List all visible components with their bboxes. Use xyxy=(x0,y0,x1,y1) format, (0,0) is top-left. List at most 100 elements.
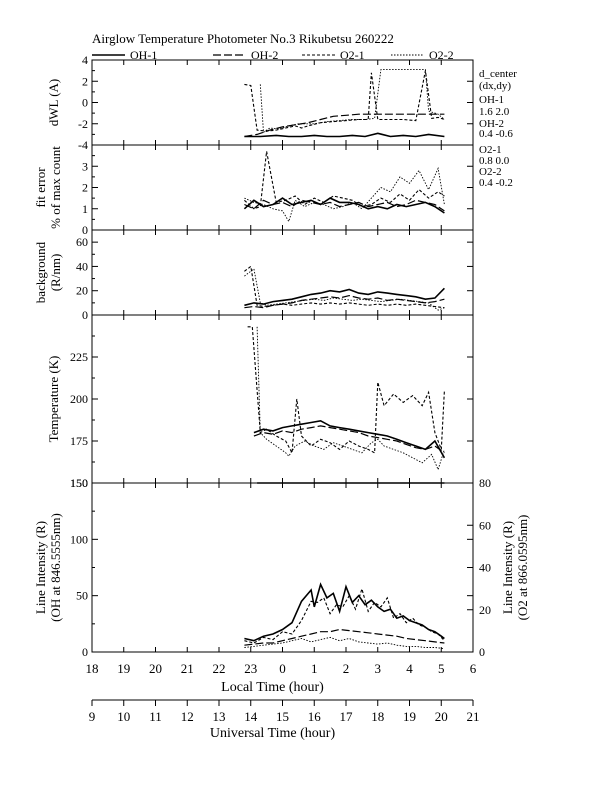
ytick-label-dwl: 4 xyxy=(82,53,88,67)
d-center-line: (dx,dy) xyxy=(479,80,511,92)
ytick-label-int: 100 xyxy=(70,532,88,546)
ytick-right-label-int: 80 xyxy=(479,476,491,490)
series-temp-oh-2 xyxy=(253,425,445,454)
legend-label-oh-2: OH-2 xyxy=(251,48,278,62)
panels: -4 -2 0 2 4 dWL (A) 0 1 2 3 fit error% of max coun… xyxy=(33,53,530,659)
d-center-line: O2-2 xyxy=(479,166,502,178)
d-center-line: OH-1 xyxy=(479,94,504,106)
ut-tick-label: 18 xyxy=(371,709,384,724)
ytick-label-fit: 1 xyxy=(82,202,88,216)
ylabel-fit: % of max count xyxy=(48,146,63,229)
ytick-label-fit: 3 xyxy=(82,159,88,173)
ytick-label-bg: 0 xyxy=(82,308,88,322)
lt-tick-label: 19 xyxy=(117,661,130,676)
series-fit-oh-2 xyxy=(244,199,445,212)
series-dwl-o2-1 xyxy=(244,70,445,132)
ut-tick-label: 9 xyxy=(89,709,96,724)
ylabel-bg: background xyxy=(33,241,48,303)
series-temp-o2-1 xyxy=(247,326,445,455)
panel-frame-dwl xyxy=(91,59,474,146)
ut-tick-label: 14 xyxy=(244,709,258,724)
d-center-line: 0.4 -0.6 xyxy=(479,128,513,140)
panel-frame-int xyxy=(91,482,474,653)
ut-tick-label: 13 xyxy=(213,709,226,724)
ytick-right-label-int: 20 xyxy=(479,603,491,617)
ut-axis-title: Universal Time (hour) xyxy=(210,726,336,741)
ylabel-int: Line Intensity (R) xyxy=(33,521,48,614)
panel-frame-bg xyxy=(91,229,474,316)
series-int-oh-2 xyxy=(244,628,445,646)
lt-axis-title: Local Time (hour) xyxy=(221,680,324,695)
d-center-line: O2-1 xyxy=(479,144,502,156)
ut-tick-label: 11 xyxy=(149,709,162,724)
panel-bg: 0 20 40 60 background (R/nm) xyxy=(33,229,474,322)
panel-fit: 0 1 2 3 fit error% of max count xyxy=(33,144,474,237)
series-dwl-oh-2 xyxy=(244,113,445,138)
ylabel-temp: Temperature (K) xyxy=(46,356,61,443)
series-int-o2-2 xyxy=(244,636,445,650)
ytick-label-dwl: 0 xyxy=(82,96,88,110)
ytick-right-label-int: 60 xyxy=(479,518,491,532)
ut-tick-label: 16 xyxy=(308,709,322,724)
ytick-label-int: 50 xyxy=(76,589,88,603)
lt-tick-label: 2 xyxy=(343,661,350,676)
ytick-label-fit: 2 xyxy=(82,181,88,195)
ylabel-dwl: dWL (A) xyxy=(46,79,61,127)
d-center-note: d_center(dx,dy) OH-11.6 2.0OH-20.4 -0.6 O2… xyxy=(479,68,517,189)
series-bg-oh-1 xyxy=(244,287,445,307)
ytick-label-dwl: -4 xyxy=(78,138,88,152)
reference-curve xyxy=(244,427,444,459)
series-int-o2-1 xyxy=(244,586,445,644)
ytick-label-temp: 225 xyxy=(70,350,88,364)
d-center-line: 0.8 0.0 xyxy=(479,155,510,167)
lt-tick-label: 18 xyxy=(86,661,99,676)
d-center-line: OH-2 xyxy=(479,118,504,130)
lt-tick-label: 20 xyxy=(149,661,162,676)
ytick-right-label-int: 0 xyxy=(479,645,485,659)
legend-label-oh-1: OH-1 xyxy=(130,48,157,62)
ytick-label-temp: 175 xyxy=(70,434,88,448)
ytick-label-bg: 40 xyxy=(76,259,88,273)
lt-tick-label: 22 xyxy=(213,661,226,676)
ytick-label-bg: 20 xyxy=(76,284,88,298)
ytick-label-temp: 150 xyxy=(70,476,88,490)
ut-tick-label: 17 xyxy=(340,709,354,724)
ytick-label-dwl: 2 xyxy=(82,74,88,88)
chart-title: Airglow Temperature Photometer No.3 Riku… xyxy=(92,31,394,46)
series-fit-o2-1 xyxy=(244,151,445,210)
series-temp-o2-2 xyxy=(256,326,445,471)
ytick-label-bg: 60 xyxy=(76,235,88,249)
series-dwl-oh-1 xyxy=(244,132,445,138)
legend-label-o2-2: O2-2 xyxy=(429,48,454,62)
ylabel-right-int: Line Intensity (R) xyxy=(500,521,515,614)
legend: OH-1 OH-2 O2-1 O2-2 xyxy=(92,48,454,62)
series-temp-oh-1 xyxy=(253,419,446,459)
ut-tick-label: 10 xyxy=(117,709,130,724)
ylabel-fit: fit error xyxy=(33,167,48,208)
d-center-line: 1.6 2.0 xyxy=(479,106,510,118)
lt-tick-label: 4 xyxy=(406,661,413,676)
lt-tick-label: 5 xyxy=(438,661,445,676)
series-fit-oh-1 xyxy=(243,197,445,214)
ut-tick-label: 15 xyxy=(276,709,289,724)
ytick-label-int: 0 xyxy=(82,645,88,659)
lt-tick-label: 23 xyxy=(244,661,257,676)
series-bg-o2-1 xyxy=(244,265,445,309)
ytick-label-dwl: -2 xyxy=(78,117,88,131)
legend-label-o2-1: O2-1 xyxy=(340,48,365,62)
ut-tick-label: 21 xyxy=(467,709,480,724)
panel-frame-fit xyxy=(91,144,474,231)
ylabel-int: (OH at 846.5555nm) xyxy=(48,513,63,622)
series-int-oh-1 xyxy=(244,582,445,642)
ylabel-bg: (R/nm) xyxy=(48,254,63,292)
d-center-line: 0.4 -0.2 xyxy=(479,177,513,189)
series-bg-o2-2 xyxy=(244,268,445,311)
lt-tick-label: 1 xyxy=(311,661,318,676)
ut-tick-label: 20 xyxy=(435,709,448,724)
lt-tick-label: 21 xyxy=(181,661,194,676)
d-center-line: d_center xyxy=(479,68,517,80)
lt-tick-label: 6 xyxy=(470,661,477,676)
